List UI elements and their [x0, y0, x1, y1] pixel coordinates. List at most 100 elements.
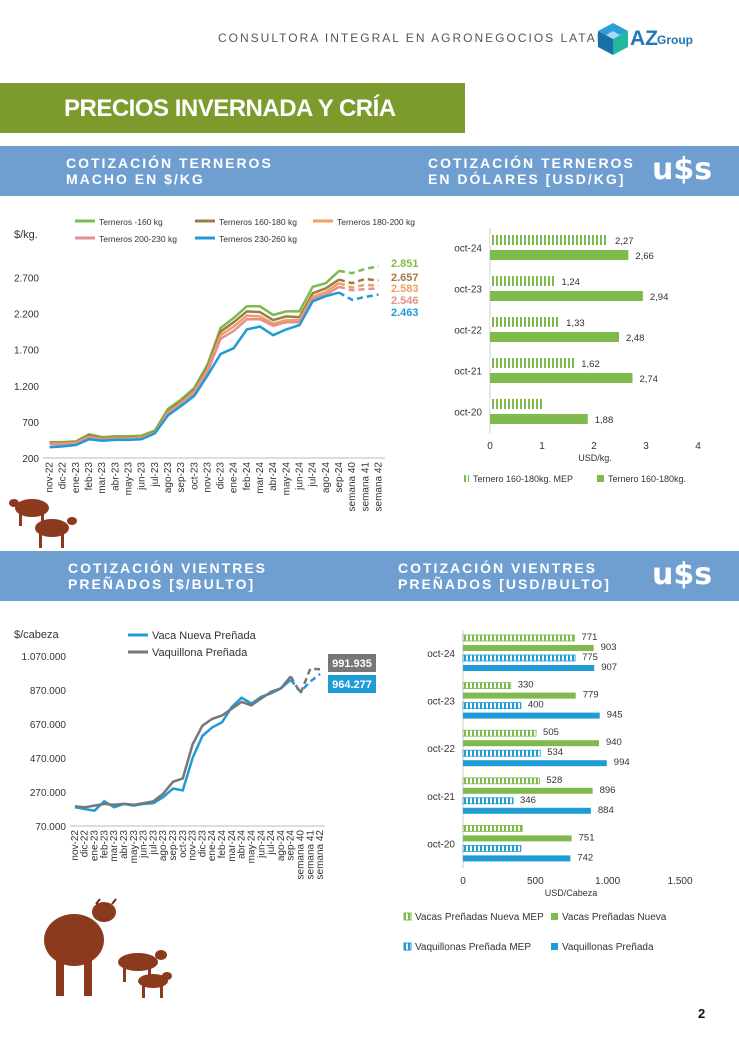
- x-tick-label: feb-23: [84, 462, 95, 491]
- x-tick-label: jun-23: [139, 830, 150, 859]
- x-tick-label: mar-24: [227, 830, 238, 862]
- x-tick-label: ene-23: [90, 830, 101, 862]
- bar: [490, 332, 619, 342]
- y-tick-label: 2.200: [14, 310, 39, 321]
- series-line: [49, 291, 340, 449]
- bar-value-label: 779: [583, 690, 599, 701]
- legend-label: Vaquillonas Preñada MEP: [415, 942, 531, 953]
- y-tick-label: 870.000: [30, 686, 67, 697]
- legend-label: Vaca Nueva Preñada: [152, 630, 257, 642]
- usd-symbol: u$s: [652, 557, 713, 592]
- bar: [462, 797, 514, 805]
- series-line-dashed: [338, 285, 379, 292]
- x-tick-label: 1.500: [667, 876, 692, 887]
- legend-label: Terneros 160-180 kg: [219, 217, 297, 227]
- x-tick-label: may-24: [246, 830, 257, 864]
- bar-value-label: 771: [582, 632, 598, 643]
- bar-value-label: 346: [520, 795, 536, 806]
- bar-value-label: 1,24: [561, 277, 580, 288]
- x-tick-label: ene-23: [71, 462, 82, 494]
- cube-logo-icon: [598, 23, 628, 55]
- x-tick-label: 4: [695, 441, 701, 452]
- heading-vientres-usd: COTIZACIÓN VIENTRES PREÑADOS [USD/BULTO]: [398, 560, 611, 592]
- bar-value-label: 2,48: [626, 333, 645, 344]
- bar-value-label: 940: [606, 737, 622, 748]
- y-tick-label: 1.200: [14, 382, 39, 393]
- x-tick-label: oct-23: [178, 830, 189, 858]
- x-tick-label: feb-24: [217, 830, 228, 859]
- heading-line: MACHO EN $/KG: [66, 171, 205, 187]
- x-tick-label: dic-22: [58, 462, 69, 490]
- chart-terneros-ars: $/kg. 200 700 1.200 1.700 2.200 2.700 nov-22 dic…: [0, 205, 430, 535]
- bar-value-label: 2,94: [650, 292, 669, 303]
- bar-value-label: 2,27: [615, 236, 634, 247]
- legend-swatch: [403, 912, 412, 921]
- bar: [463, 692, 576, 699]
- end-value-label: 2.657: [391, 272, 419, 284]
- heading-line: COTIZACIÓN TERNEROS: [428, 155, 635, 171]
- category-label: oct-22: [454, 326, 482, 337]
- legend-swatch: [597, 475, 604, 482]
- x-tick-label: ago-24: [276, 830, 287, 862]
- x-tick-label: semana 42: [315, 830, 326, 880]
- bar: [462, 729, 537, 737]
- bar-value-label: 775: [582, 652, 598, 663]
- x-tick-label: oct-23: [189, 462, 200, 490]
- legend-label: Ternero 160-180kg. MEP: [473, 474, 573, 484]
- series-line-dashed: [338, 291, 379, 302]
- y-axis-label: $/kg.: [14, 229, 38, 241]
- bar-value-label: 534: [547, 747, 563, 758]
- heading-terneros-ars: COTIZACIÓN TERNEROS MACHO EN $/KG: [66, 155, 273, 187]
- chart-terneros-usd: 0 1 2 3 4 USD/kg. oct-24 2,27 2,66 oct-23 1,24 2,94…: [440, 220, 730, 500]
- legend-label: Terneros 230-260 kg: [219, 234, 297, 244]
- bar-value-label: 1,62: [581, 359, 600, 370]
- series-line-dashed: [289, 673, 321, 694]
- x-tick-label: 0: [487, 441, 493, 452]
- category-label: oct-24: [454, 244, 482, 255]
- bar: [462, 844, 522, 852]
- y-tick-label: 200: [22, 454, 39, 465]
- y-tick-label: 270.000: [30, 788, 67, 799]
- bar-value-label: 2,66: [635, 251, 654, 262]
- heading-vientres-ars: COTIZACIÓN VIENTRES PREÑADOS [$/BULTO]: [68, 560, 267, 592]
- bar: [490, 399, 542, 409]
- heading-line: COTIZACIÓN VIENTRES: [398, 560, 598, 576]
- header-tagline: CONSULTORA INTEGRAL EN AGRONEGOCIOS LATA…: [218, 31, 609, 45]
- bar: [463, 760, 607, 767]
- x-tick-label: jul-23: [148, 830, 159, 856]
- bar-value-label: 400: [528, 700, 544, 711]
- calves-image: [9, 499, 77, 548]
- x-tick-label: feb-24: [242, 462, 253, 491]
- y-tick-label: 1.700: [14, 346, 39, 357]
- section-band-terneros: COTIZACIÓN TERNEROS MACHO EN $/KG COTIZA…: [0, 146, 739, 196]
- category-label: oct-22: [427, 744, 455, 755]
- heading-line: EN DÓLARES [USD/KG]: [428, 171, 626, 187]
- end-label-box: [328, 675, 376, 693]
- category-label: oct-23: [427, 697, 455, 708]
- heading-line: PREÑADOS [$/BULTO]: [68, 576, 256, 592]
- chart-svg: 0 1 2 3 4 USD/kg. oct-24 2,272,66 oct-23 1,24 2,94…: [454, 228, 701, 484]
- bar-value-label: 945: [607, 710, 623, 721]
- bar: [463, 807, 591, 814]
- series-line-dashed: [338, 277, 379, 285]
- x-tick-label: may-23: [124, 462, 135, 496]
- x-tick-label: dic-23: [216, 462, 227, 490]
- y-tick-label: 1.070.000: [22, 652, 67, 663]
- logo-az-text: AZ: [630, 27, 658, 50]
- x-tick-label: ago-23: [163, 462, 174, 494]
- end-value-label: 2.463: [391, 307, 419, 319]
- category-label: oct-20: [454, 408, 482, 419]
- legend-swatch: [403, 942, 412, 951]
- x-tick-label: 1: [539, 441, 545, 452]
- bar-value-label: 907: [601, 662, 617, 673]
- y-tick-label: 70.000: [35, 822, 66, 833]
- legend-label: Terneros 200-230 kg: [99, 234, 177, 244]
- legend-label: Vacas Preñadas Nueva MEP: [415, 912, 544, 923]
- bar-value-label: 884: [598, 805, 614, 816]
- x-tick-label: 2: [591, 441, 597, 452]
- legend-label: Vaquillona Preñada: [152, 647, 248, 659]
- x-tick-label: jun-24: [295, 462, 306, 491]
- x-tick-label: mar-24: [255, 462, 266, 494]
- page-title-bar: PRECIOS INVERNADA Y CRÍA: [0, 83, 465, 133]
